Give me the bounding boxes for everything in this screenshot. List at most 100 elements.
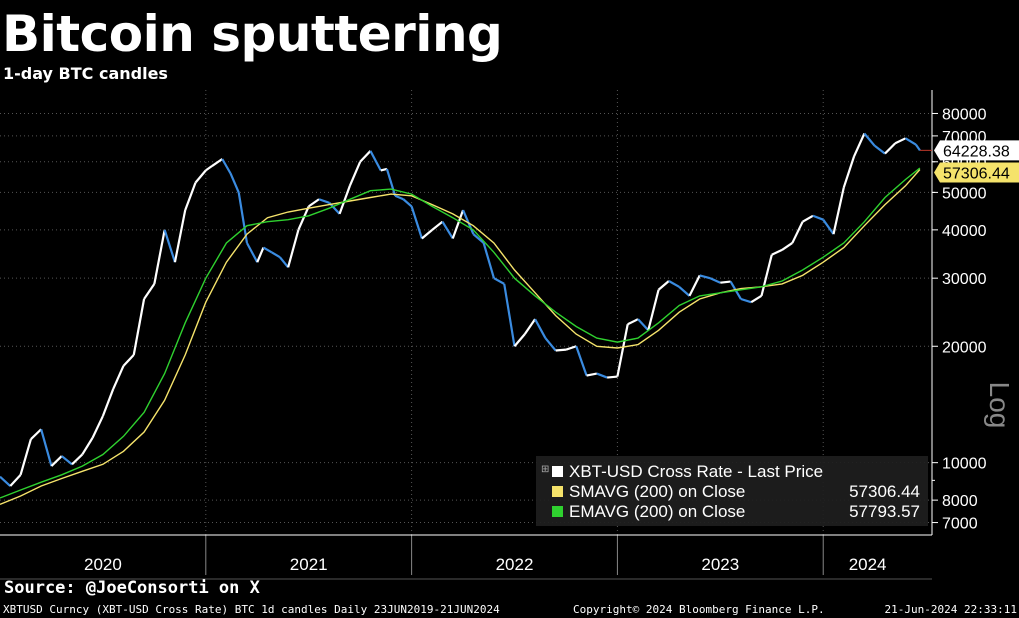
x-year-label: 2024: [849, 555, 887, 574]
price-segment: [287, 229, 300, 268]
last-price-label: 64228.38: [943, 143, 1010, 160]
price-segment: [237, 192, 249, 244]
price-segment: [0, 475, 12, 487]
price-segment: [369, 150, 382, 171]
price-segment: [493, 277, 505, 285]
price-segment: [163, 229, 176, 263]
price-segment: [318, 198, 330, 204]
price-segment: [513, 333, 526, 347]
price-segment: [262, 246, 273, 254]
price-segment: [616, 324, 629, 377]
price-segment: [173, 209, 187, 263]
y-tick-label: 20000: [942, 339, 987, 356]
price-segment: [245, 242, 259, 263]
legend-swatch-price: [552, 466, 563, 477]
price-segment: [523, 318, 536, 335]
price-segment: [338, 185, 351, 215]
y-tick-label: 40000: [942, 223, 987, 240]
price-segment: [394, 194, 404, 201]
x-year-label: 2023: [701, 555, 739, 574]
price-segment: [221, 158, 232, 174]
price-segment: [122, 354, 135, 367]
price-segment: [30, 428, 42, 440]
price-segment: [184, 182, 197, 211]
price-segment: [380, 167, 388, 172]
price-segment: [101, 388, 115, 417]
legend-toggle-icon[interactable]: ⊞: [541, 464, 550, 475]
price-segment: [874, 144, 886, 155]
price-segment: [534, 318, 547, 339]
price-segment: [781, 242, 793, 251]
price-segment: [112, 365, 125, 390]
price-segment: [194, 169, 207, 184]
y-tick-label: 8000: [942, 493, 978, 510]
price-segment: [451, 209, 465, 239]
y-axis-scale-label: Log: [984, 382, 1015, 429]
price-segment: [720, 280, 731, 284]
price-segment: [822, 219, 835, 235]
price-segment: [740, 297, 752, 304]
price-segment: [431, 220, 444, 231]
price-segment: [771, 248, 783, 256]
sma-flag: [934, 162, 1019, 183]
price-segment: [91, 415, 104, 439]
price-segment: [9, 474, 22, 487]
legend-value-sma: 57306.44: [849, 482, 920, 501]
last-price-flag: [934, 140, 1019, 161]
footer-copyright: Copyright© 2024 Bloomberg Finance L.P.: [573, 603, 825, 616]
price-segment: [699, 274, 711, 280]
price-segment: [385, 168, 397, 197]
legend-item-sma: SMAVG (200) on Close 57306.44: [544, 482, 920, 502]
x-year-label: 2022: [496, 555, 534, 574]
price-segment: [503, 283, 516, 347]
legend-item-ema: EMAVG (200) on Close 57793.57: [544, 502, 920, 522]
price-segment: [410, 206, 423, 239]
price-segment: [842, 155, 856, 188]
price-segment: [271, 251, 281, 259]
legend-item-price: ⊞ XBT-USD Cross Rate - Last Price: [541, 462, 920, 482]
price-segment: [205, 165, 213, 172]
price-segment: [565, 345, 577, 351]
price-segment: [50, 455, 63, 467]
price-segment: [607, 375, 618, 379]
price-segment: [71, 453, 84, 466]
ema-series-line: [0, 167, 921, 499]
price-segment: [884, 142, 897, 155]
price-segment: [482, 242, 495, 279]
price-segment: [863, 132, 876, 147]
price-segment: [61, 455, 73, 466]
price-segment: [359, 150, 372, 163]
price-segment: [279, 256, 289, 269]
x-year-label: 2021: [290, 555, 328, 574]
price-segment: [472, 233, 485, 244]
price-segment: [297, 205, 310, 231]
sma-value-label: 57306.44: [943, 165, 1010, 182]
legend-swatch-sma: [552, 486, 563, 497]
price-segment: [211, 158, 223, 167]
price-segment: [637, 318, 650, 332]
price-segment: [647, 289, 660, 331]
price-segment: [19, 438, 32, 476]
price-segment: [853, 133, 866, 157]
legend-label-ema: EMAVG (200) on Close: [569, 502, 746, 521]
price-segment: [760, 254, 773, 297]
price-segment: [678, 285, 691, 297]
price-segment: [627, 318, 639, 326]
price-segment: [555, 348, 567, 352]
chart-title: Bitcoin sputtering: [2, 5, 503, 63]
price-segment: [143, 283, 156, 300]
price-segment: [153, 229, 166, 285]
source-credit: Source: @JoeConsorti on X: [4, 578, 260, 598]
price-segment: [657, 280, 670, 291]
price-segment: [668, 280, 680, 288]
price-segment: [914, 143, 921, 151]
price-segment: [421, 229, 433, 240]
price-segment: [750, 294, 763, 304]
price-segment: [441, 221, 454, 240]
price-segment: [132, 298, 146, 356]
price-segment: [904, 137, 917, 146]
footer-timestamp: 21-Jun-2024 22:33:11: [884, 603, 1017, 616]
legend-swatch-ema: [552, 506, 563, 517]
y-tick-label: 10000: [942, 456, 987, 473]
legend-label-price: XBT-USD Cross Rate - Last Price: [569, 462, 824, 481]
